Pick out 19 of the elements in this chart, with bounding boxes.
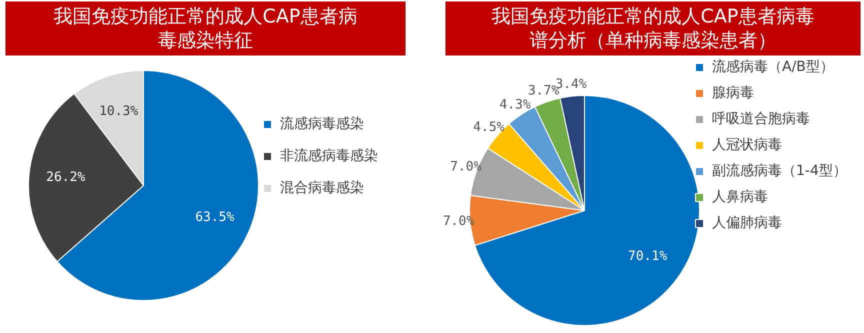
legend-label: 人冠状病毒 [712, 136, 782, 154]
data-label: 10.3% [99, 104, 138, 119]
legend-label: 副流感病毒（1-4型） [712, 162, 847, 180]
chart-title: 我国免疫功能正常的成人CAP患者病毒感染特征 [54, 6, 358, 52]
legend-label: 呼吸道合胞病毒 [712, 110, 810, 128]
legend-label: 混合病毒感染 [280, 179, 364, 197]
chart-title: 我国免疫功能正常的成人CAP患者病毒谱分析（单种病毒感染患者） [492, 6, 814, 52]
legend-label: 人鼻病毒 [712, 188, 768, 206]
legend-label: 腺病毒 [712, 84, 754, 102]
data-label: 63.5% [195, 210, 235, 226]
data-label: 4.5% [473, 120, 505, 136]
legend-label: 流感病毒（A/B型） [712, 58, 834, 76]
data-label: 7.0% [450, 159, 482, 174]
data-label: 4.3% [499, 97, 531, 112]
legend-label: 人偏肺病毒 [712, 214, 782, 232]
data-label: 26.2% [46, 170, 86, 186]
data-label: 70.1% [628, 249, 668, 264]
legend-label: 非流感病毒感染 [280, 147, 378, 165]
legend-label: 流感病毒感染 [280, 115, 364, 133]
